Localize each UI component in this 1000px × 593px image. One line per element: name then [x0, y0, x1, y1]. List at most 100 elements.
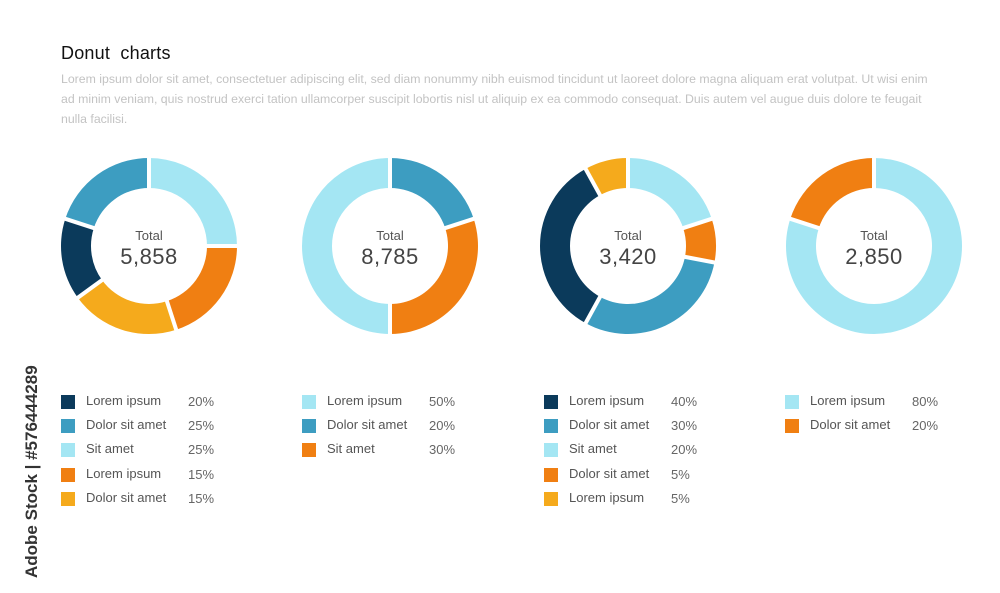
legend-item: Dolor sit amet 15%	[61, 489, 261, 513]
legend-percent: 50%	[429, 394, 456, 409]
legend-percent: 5%	[671, 466, 690, 482]
donut-chart-3: Total 3,420	[532, 150, 724, 342]
donut-slice-gap-3	[164, 298, 179, 333]
page-description: Lorem ipsum dolor sit amet, consectetuer…	[61, 72, 928, 126]
legend-swatch	[544, 419, 558, 434]
donut-slice-2	[166, 246, 237, 330]
donut-slice-gap-2	[442, 216, 477, 231]
legend-item: Dolor sit amet 30%	[544, 416, 744, 440]
legend-label: Lorem ipsum	[86, 465, 162, 481]
page-title: Donut charts	[61, 43, 171, 63]
legend-label: Lorem ipsum	[810, 393, 886, 408]
donut-chart-4: Total 2,850	[778, 150, 970, 342]
legend-item: Lorem ipsum 15%	[61, 465, 261, 489]
donut-center-1: Total 5,858	[53, 150, 245, 342]
donut-total-value: 3,420	[599, 244, 657, 269]
legend-label: Dolor sit amet	[569, 465, 650, 481]
donut-center-2: Total 8,785	[294, 150, 486, 342]
legend-swatch	[302, 395, 316, 409]
donut-total-label: Total	[614, 228, 642, 243]
legend-percent: 5%	[671, 490, 690, 506]
donut-slice-2	[790, 158, 874, 229]
donut-slice-1	[390, 158, 474, 229]
donut-slice-3	[77, 280, 177, 334]
donut-total-label: Total	[376, 228, 404, 243]
legend-label: Lorem ipsum	[327, 393, 403, 408]
legend-percent: 40%	[671, 394, 698, 409]
legend-swatch	[785, 419, 799, 434]
legend-item: Lorem ipsum 50%	[302, 392, 502, 416]
donut-slice-4	[61, 218, 103, 298]
donut-total-label: Total	[135, 228, 163, 243]
legend-swatch	[544, 491, 558, 506]
donut-slice-1	[786, 158, 962, 334]
legend-label: Sit amet	[86, 441, 134, 457]
legend-percent: 20%	[671, 442, 698, 458]
donut-slice-3	[302, 158, 390, 334]
legend-percent: 20%	[912, 418, 939, 434]
legend-item: Dolor sit amet 20%	[302, 416, 502, 440]
donut-slice-2	[683, 218, 716, 263]
legend-percent: 20%	[429, 418, 456, 434]
legend-percent: 30%	[671, 418, 698, 434]
donut-total-value: 8,785	[361, 244, 419, 269]
donut-center-3: Total 3,420	[532, 150, 724, 342]
legend-swatch	[61, 395, 75, 409]
donut-svg-1	[61, 156, 239, 334]
legend-label: Dolor sit amet	[327, 417, 408, 433]
legend-percent: 25%	[188, 418, 215, 434]
legend-swatch	[302, 443, 316, 458]
legend-item: Lorem ipsum 20%	[61, 392, 261, 416]
legend-item: Dolor sit amet 25%	[61, 416, 261, 440]
legend-label: Lorem ipsum	[86, 393, 162, 408]
donut-slice-2	[390, 218, 478, 334]
legend-item: Sit amet 20%	[544, 440, 744, 464]
legend-item: Sit amet 30%	[302, 440, 502, 464]
legend-label: Lorem ipsum	[569, 489, 645, 505]
legend-label: Sit amet	[327, 441, 375, 457]
donut-total-value: 5,858	[120, 244, 178, 269]
legend-item: Sit amet 25%	[61, 440, 261, 464]
donut-slice-1	[149, 158, 237, 246]
donut-chart-1: Total 5,858	[53, 150, 245, 342]
donut-slice-gap-3	[682, 254, 717, 265]
legend-3: Lorem ipsum 40% Dolor sit amet 30% Sit ame…	[544, 392, 744, 513]
legend-swatch	[544, 443, 558, 458]
legend-2: Lorem ipsum 50% Dolor sit amet 20% Sit ame…	[302, 392, 502, 465]
donut-chart-2: Total 8,785	[294, 150, 486, 342]
legend-swatch	[544, 467, 558, 482]
legend-item: Dolor sit amet 5%	[544, 465, 744, 489]
legend-percent: 20%	[188, 394, 215, 409]
donut-slice-gap-4	[75, 277, 105, 301]
legend-4: Lorem ipsum 80% Dolor sit amet 20%	[785, 392, 985, 440]
legend-percent: 30%	[429, 442, 456, 458]
stock-watermark: Adobe Stock | #576444289	[0, 0, 41, 593]
donut-slice-gap-2	[787, 216, 822, 231]
legend-percent: 80%	[912, 394, 939, 409]
donut-slice-gap-5	[62, 216, 97, 231]
legend-swatch	[785, 395, 799, 409]
legend-swatch	[61, 419, 75, 434]
donut-slice-gap-4	[582, 294, 603, 326]
legend-swatch	[61, 443, 75, 458]
donut-slice-4	[540, 168, 601, 324]
donut-total-label: Total	[860, 228, 888, 243]
donut-slice-gap-5	[582, 166, 603, 198]
legend-percent: 25%	[188, 442, 215, 458]
legend-label: Dolor sit amet	[569, 417, 650, 433]
donut-center-4: Total 2,850	[778, 150, 970, 342]
legend-swatch	[61, 467, 75, 482]
legend-item: Dolor sit amet 20%	[785, 416, 985, 440]
legend-percent: 15%	[188, 466, 215, 482]
legend-1: Lorem ipsum 20% Dolor sit amet 25% Sit ame…	[61, 392, 261, 513]
legend-percent: 15%	[188, 490, 215, 506]
donut-slice-3	[585, 256, 715, 334]
legend-item: Lorem ipsum 5%	[544, 489, 744, 513]
legend-label: Dolor sit amet	[810, 417, 891, 433]
legend-label: Dolor sit amet	[86, 489, 167, 505]
donut-slice-gap-2	[680, 216, 715, 231]
legend-swatch	[544, 395, 558, 409]
legend-swatch	[61, 491, 75, 506]
donut-svg-2	[302, 156, 478, 336]
legend-label: Dolor sit amet	[86, 417, 167, 433]
